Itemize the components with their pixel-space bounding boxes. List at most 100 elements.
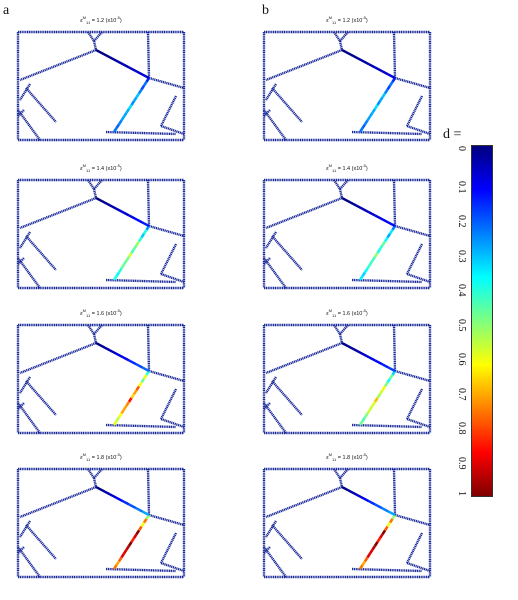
grain-boundary	[17, 109, 41, 141]
panel-strain-label: εM11 = 1.4 (x10-5)	[326, 163, 368, 173]
boundary-damage-segment	[95, 196, 104, 203]
grain-boundary	[92, 188, 98, 199]
grain-boundary	[339, 468, 349, 479]
grain-boundary	[146, 179, 151, 227]
grain-boundary	[264, 83, 278, 101]
grain-boundary	[92, 477, 98, 488]
grain-boundary	[17, 546, 25, 554]
column-label-b: b	[262, 3, 269, 18]
grain-boundary	[105, 423, 177, 429]
damaged-crack-segment	[130, 100, 136, 106]
damaged-crack-segment	[366, 552, 372, 559]
boundary-damage-segment	[341, 48, 350, 55]
grain-boundary-network	[16, 467, 186, 579]
boundary-damage-segment	[121, 62, 130, 69]
grain-boundary	[338, 40, 344, 51]
damaged-crack-segment	[115, 123, 121, 129]
grain-boundary	[25, 524, 57, 560]
damage-panel: εM11 = 1.2 (x10-5)	[262, 14, 432, 142]
boundary-damage-segment	[108, 55, 117, 62]
damaged-crack-segment	[371, 401, 377, 407]
grain-boundary	[339, 31, 349, 42]
damaged-crack-segment	[142, 374, 148, 380]
boundary-damage-segment	[108, 203, 117, 210]
grain-boundary	[265, 485, 343, 519]
grain-boundary	[392, 468, 397, 516]
boundary-damage-segment	[115, 496, 124, 503]
grain-boundary	[333, 179, 341, 190]
grain-boundary	[160, 561, 185, 573]
boundary-damage-segment	[141, 221, 150, 228]
damaged-crack-segment	[368, 112, 374, 118]
colorbar-tick: 0.5	[456, 318, 467, 332]
boundary-damage-segment	[361, 352, 370, 359]
damaged-crack-segment	[361, 560, 367, 566]
grain-boundary	[25, 380, 57, 416]
damaged-crack-segment	[115, 416, 121, 422]
panel-strain-label: εM11 = 1.6 (x10-5)	[80, 308, 122, 318]
boundary-damage-segment	[102, 52, 110, 59]
damaged-crack-segment	[361, 271, 367, 277]
grain-boundary	[148, 513, 185, 527]
grain-boundary	[271, 380, 303, 416]
damaged-crack-segment	[112, 275, 118, 281]
damaged-crack-segment	[386, 233, 392, 239]
damaged-crack-segment	[378, 244, 384, 250]
damaged-crack-segment	[120, 115, 126, 122]
grain-boundary	[271, 235, 303, 271]
grain-boundary	[105, 567, 177, 573]
grain-boundary	[159, 388, 178, 420]
damaged-crack-segment	[368, 260, 374, 266]
damaged-crack-segment	[376, 248, 382, 254]
grain-boundary-network	[262, 323, 432, 435]
boundary-damage-segment	[128, 359, 137, 366]
grain-boundary	[351, 567, 423, 573]
boundary-damage-segment	[354, 348, 363, 355]
grain-boundary	[338, 188, 344, 199]
boundary-damage-segment	[374, 503, 383, 510]
grain-boundary	[394, 224, 431, 238]
grain-boundary	[263, 257, 287, 289]
damage-panel: εM11 = 1.8 (x10-5)	[262, 451, 432, 579]
boundary-damage-segment	[348, 52, 356, 59]
grain-boundary	[265, 48, 343, 82]
damaged-crack-segment	[363, 412, 369, 418]
grain-boundary	[265, 196, 343, 230]
boundary-damage-segment	[381, 217, 389, 224]
damaged-crack-segment	[132, 96, 138, 102]
damaged-crack-segment	[376, 393, 382, 399]
grain-boundary	[105, 130, 177, 136]
damaged-crack-segment	[132, 389, 138, 395]
damaged-crack-segment	[127, 252, 133, 258]
grain-boundary	[271, 524, 303, 560]
damaged-crack-segment	[361, 416, 367, 422]
grain-boundary	[17, 109, 25, 117]
boundary-damage-segment	[387, 366, 396, 373]
grain-boundary	[338, 333, 344, 344]
boundary-damage-segment	[361, 207, 370, 214]
damaged-crack-segment	[381, 92, 387, 98]
damaged-crack-segment	[117, 412, 123, 418]
damaged-crack-segment	[378, 96, 384, 102]
boundary-damage-segment	[374, 214, 383, 221]
grain-boundary	[394, 76, 431, 90]
grain-boundary	[351, 130, 423, 136]
damage-panel: εM11 = 1.4 (x10-5)	[16, 162, 186, 290]
damaged-crack-segment	[125, 401, 131, 407]
damaged-crack-segment	[363, 119, 369, 125]
damaged-crack-segment	[115, 271, 121, 277]
colorbar-tick: 0.3	[456, 249, 467, 263]
damaged-crack-segment	[122, 260, 128, 266]
grain-boundary	[146, 468, 151, 516]
boundary-damage-segment	[115, 207, 124, 214]
damaged-crack-segment	[137, 88, 143, 95]
grain-boundary	[159, 532, 178, 564]
damaged-crack-segment	[381, 529, 387, 535]
colorbar-tick: 1	[456, 491, 467, 496]
grain-boundary	[148, 76, 185, 90]
boundary-damage-segment	[135, 217, 143, 224]
grain-boundary	[17, 257, 25, 265]
damaged-crack-segment	[388, 374, 394, 380]
grain-boundary	[333, 468, 341, 479]
damaged-crack-segment	[381, 385, 387, 391]
